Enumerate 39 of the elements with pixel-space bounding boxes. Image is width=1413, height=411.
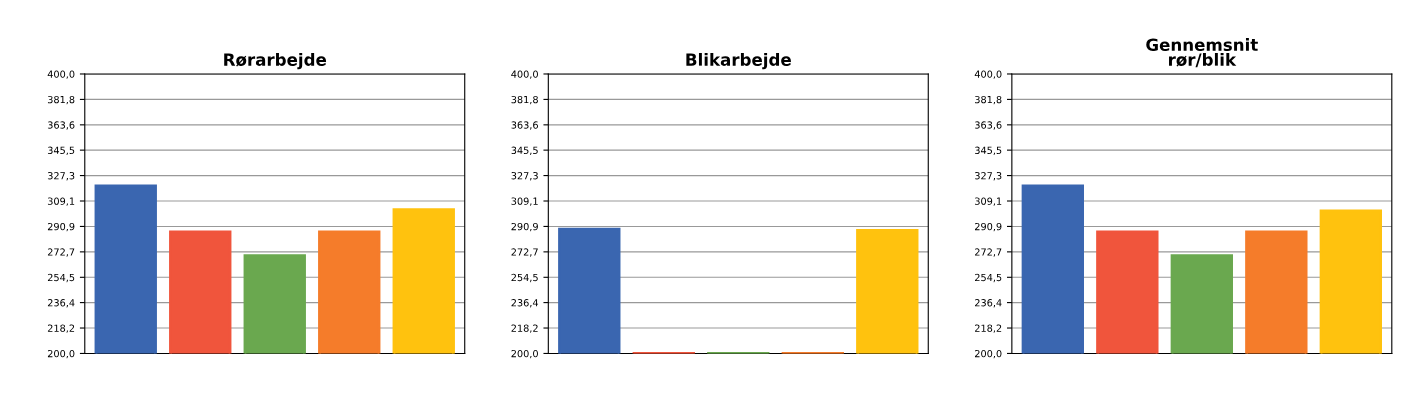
y-tick-label: 254,5 xyxy=(47,273,75,283)
y-tick-label: 381,8 xyxy=(511,95,538,105)
y-tick-label: 363,6 xyxy=(975,121,1002,130)
y-tick-label: 345,5 xyxy=(47,146,75,155)
y-tick-label: 200,0 xyxy=(511,349,538,359)
y-tick-label: 290,9 xyxy=(975,222,1002,232)
y-tick-label: 327,3 xyxy=(975,172,1002,181)
chart-title: Gennemsnit rør/blik xyxy=(1146,38,1258,68)
y-tick-label: 290,9 xyxy=(511,222,538,232)
y-tick-label: 400,0 xyxy=(47,70,75,79)
y-tick-label: 345,5 xyxy=(975,146,1002,155)
y-tick-label: 200,0 xyxy=(975,349,1002,359)
y-tick-label: 381,8 xyxy=(47,95,75,105)
y-tick-label: 272,7 xyxy=(511,248,538,257)
chart-title: Blikarbejde xyxy=(686,52,791,70)
y-tick-label: 218,2 xyxy=(975,324,1002,333)
y-tick-label: 400,0 xyxy=(511,70,538,79)
y-tick-label: 218,2 xyxy=(47,324,75,333)
y-tick-label: 309,1 xyxy=(511,197,538,206)
y-tick-label: 290,9 xyxy=(47,222,75,232)
y-tick-label: 363,6 xyxy=(47,121,75,130)
y-tick-label: 272,7 xyxy=(975,248,1002,257)
y-tick-label: 236,4 xyxy=(47,299,75,308)
y-tick-label: 218,2 xyxy=(511,324,538,333)
y-tick-label: 345,5 xyxy=(511,146,538,155)
y-tick-label: 236,4 xyxy=(511,299,539,308)
y-tick-label: 327,3 xyxy=(47,172,75,181)
y-tick-label: 272,7 xyxy=(47,248,75,257)
y-tick-label: 236,4 xyxy=(975,299,1002,308)
y-tick-label: 254,5 xyxy=(975,273,1002,283)
y-tick-label: 254,5 xyxy=(511,273,538,283)
y-tick-label: 400,0 xyxy=(974,70,1002,79)
y-tick-label: 381,8 xyxy=(975,95,1002,105)
chart-title: Rørarbejde xyxy=(224,52,327,70)
y-tick-label: 200,0 xyxy=(47,349,75,359)
y-tick-label: 309,1 xyxy=(47,197,75,206)
y-tick-label: 327,3 xyxy=(511,172,538,181)
y-tick-label: 309,1 xyxy=(975,197,1002,206)
y-tick-label: 363,6 xyxy=(511,121,538,130)
